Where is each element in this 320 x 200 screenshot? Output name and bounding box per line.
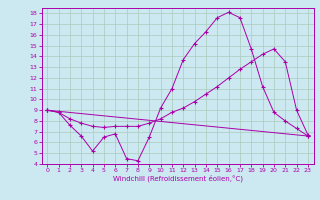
X-axis label: Windchill (Refroidissement éolien,°C): Windchill (Refroidissement éolien,°C) bbox=[113, 175, 243, 182]
